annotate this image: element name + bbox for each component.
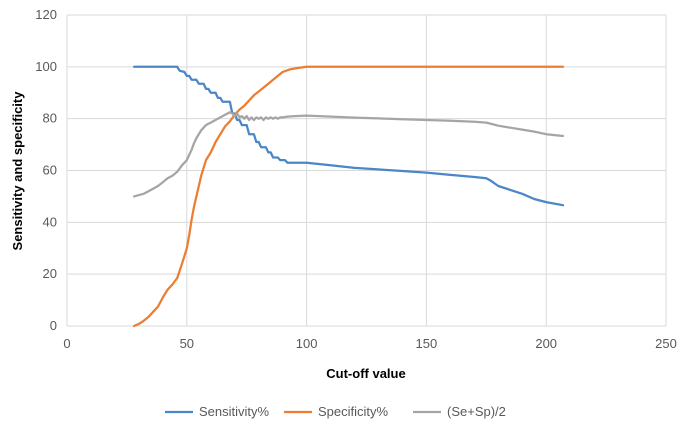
x-tick-label: 150 [416,336,438,351]
tick-labels: 0 20 40 60 80 100 120 0 50 100 150 200 250 [35,7,677,351]
x-tick-label: 200 [535,336,557,351]
x-tick-label: 0 [63,336,70,351]
y-tick-label: 0 [50,318,57,333]
y-tick-label: 80 [43,111,57,126]
y-tick-label: 20 [43,266,57,281]
x-tick-label: 100 [296,336,318,351]
gridlines [66,14,667,327]
x-tick-label: 50 [180,336,194,351]
x-axis-title: Cut-off value [326,366,405,381]
legend-label-1: Sensitivity% [199,404,270,419]
series-line-1 [132,65,565,207]
series-lines [132,65,565,328]
x-tick-label: 250 [655,336,677,351]
legend: Sensitivity% Specificity% (Se+Sp)/2 [165,404,506,419]
series-line-2 [132,65,565,328]
y-axis-title: Sensitivity and specificity [10,91,25,251]
y-tick-label: 120 [35,7,57,22]
series-line-3 [132,111,565,198]
legend-label-3: (Se+Sp)/2 [447,404,506,419]
y-tick-label: 100 [35,59,57,74]
y-tick-label: 60 [43,163,57,178]
legend-label-2: Specificity% [318,404,389,419]
y-tick-label: 40 [43,214,57,229]
